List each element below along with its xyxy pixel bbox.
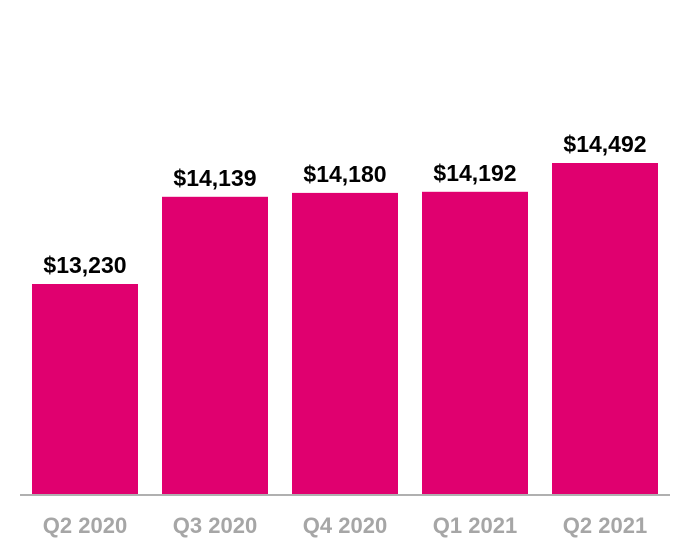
bar-q1-2021	[422, 191, 528, 495]
bar-q2-2021	[552, 163, 658, 494]
bars-group	[32, 163, 658, 495]
bar-q4-2020	[292, 192, 398, 494]
bar-q3-2020	[162, 196, 268, 495]
value-labels-group: $13,230 $14,139 $14,180 $14,192 $14,492	[43, 131, 646, 278]
x-tick-label-q4-2020: Q4 2020	[303, 513, 387, 538]
x-tick-label-q2-2021: Q2 2021	[563, 513, 647, 538]
x-tick-labels-group: Q2 2020 Q3 2020 Q4 2020 Q1 2021 Q2 2021	[43, 513, 647, 538]
data-label-q4-2020: $14,180	[303, 161, 386, 187]
bar-q2-2020	[32, 284, 138, 494]
x-tick-label-q2-2020: Q2 2020	[43, 513, 127, 538]
data-label-q3-2020: $14,139	[173, 165, 256, 191]
data-label-q2-2021: $14,492	[563, 131, 646, 157]
data-label-q1-2021: $14,192	[433, 160, 516, 186]
data-label-q2-2020: $13,230	[43, 252, 126, 278]
x-tick-label-q3-2020: Q3 2020	[173, 513, 257, 538]
x-tick-label-q1-2021: Q1 2021	[433, 513, 517, 538]
